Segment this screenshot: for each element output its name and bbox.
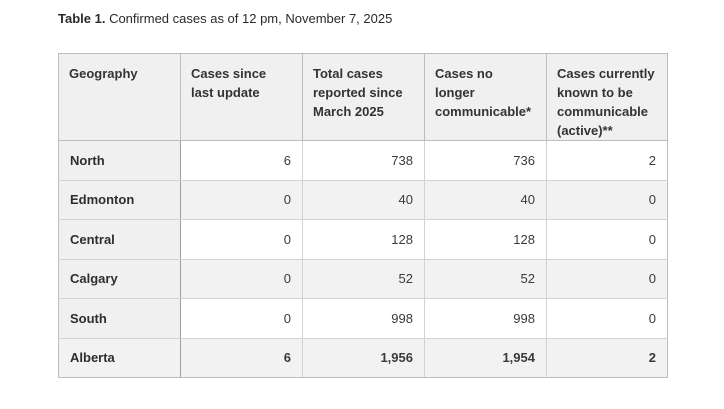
cell-active: 2 (546, 337, 668, 378)
header-total-cases: Total cases reported since March 2025 (302, 53, 425, 141)
table-row-central: Central 0 128 128 0 (58, 219, 668, 260)
confirmed-cases-table: Geography Cases since last update Total … (58, 53, 668, 378)
header-cases-since-last-update: Cases since last update (180, 53, 303, 141)
cell-geography: South (58, 298, 181, 339)
cell-total: 52 (302, 258, 425, 299)
cell-active: 0 (546, 179, 668, 220)
header-cases-active: Cases currently known to be communicable… (546, 53, 668, 141)
table-row-calgary: Calgary 0 52 52 0 (58, 258, 668, 299)
cell-since-update: 0 (180, 179, 303, 220)
cell-total: 128 (302, 219, 425, 260)
cell-since-update: 6 (180, 140, 303, 181)
cell-no-longer: 128 (424, 219, 547, 260)
header-cases-no-longer-communicable: Cases no longer communicable* (424, 53, 547, 141)
cell-since-update: 0 (180, 298, 303, 339)
table-caption: Table 1. Confirmed cases as of 12 pm, No… (58, 11, 392, 26)
table-row-south: South 0 998 998 0 (58, 298, 668, 339)
cell-active: 2 (546, 140, 668, 181)
cell-total: 998 (302, 298, 425, 339)
cell-active: 0 (546, 258, 668, 299)
table-row-alberta-total: Alberta 6 1,956 1,954 2 (58, 337, 668, 378)
cell-no-longer: 52 (424, 258, 547, 299)
table-caption-text: Confirmed cases as of 12 pm, November 7,… (105, 11, 393, 26)
cell-active: 0 (546, 298, 668, 339)
header-geography: Geography (58, 53, 181, 141)
cell-no-longer: 1,954 (424, 337, 547, 378)
cell-no-longer: 40 (424, 179, 547, 220)
cell-no-longer: 998 (424, 298, 547, 339)
cell-total: 738 (302, 140, 425, 181)
cell-total: 1,956 (302, 337, 425, 378)
cell-geography: Central (58, 219, 181, 260)
cell-geography: North (58, 140, 181, 181)
cell-since-update: 0 (180, 258, 303, 299)
cell-geography: Calgary (58, 258, 181, 299)
table-caption-label: Table 1. (58, 11, 106, 26)
cell-geography: Edmonton (58, 179, 181, 220)
cell-since-update: 6 (180, 337, 303, 378)
cell-since-update: 0 (180, 219, 303, 260)
cell-geography: Alberta (58, 337, 181, 378)
cell-total: 40 (302, 179, 425, 220)
cell-no-longer: 736 (424, 140, 547, 181)
cell-active: 0 (546, 219, 668, 260)
table-row-edmonton: Edmonton 0 40 40 0 (58, 179, 668, 220)
table-header-row: Geography Cases since last update Total … (58, 53, 668, 141)
table-row-north: North 6 738 736 2 (58, 140, 668, 181)
